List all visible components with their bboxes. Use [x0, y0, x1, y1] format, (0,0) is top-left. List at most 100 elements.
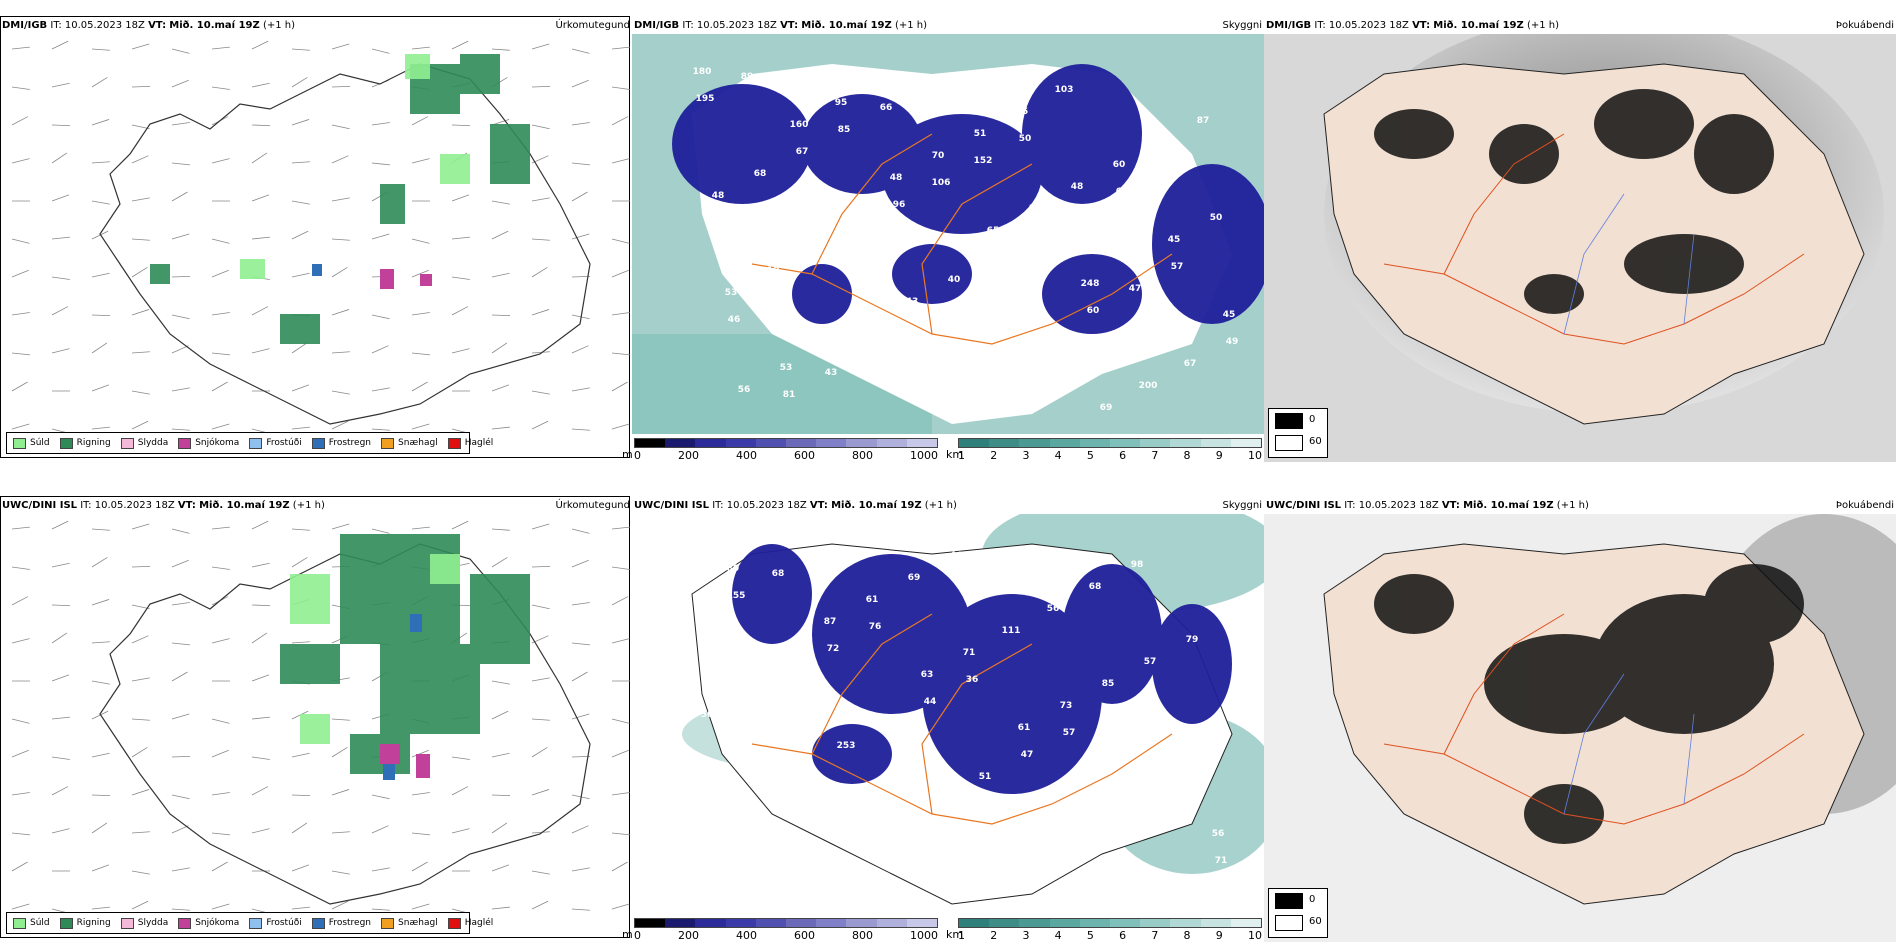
wind-barb [171, 345, 189, 354]
visibility-value-label: 108 [1225, 613, 1244, 623]
wind-barb [11, 596, 29, 606]
wind-barb [251, 306, 269, 316]
product-title: Úrkomutegund [555, 20, 630, 31]
wind-barb [531, 747, 548, 758]
visibility-value-label: 56 [701, 710, 714, 720]
wind-barb [211, 158, 230, 164]
wind-barb [411, 423, 430, 430]
visibility-value-label: 248 [1081, 279, 1100, 289]
wind-barb [571, 755, 591, 758]
visibility-value-label: 195 [696, 94, 715, 104]
wind-barb [11, 86, 30, 90]
wind-barb [291, 200, 310, 205]
wind-barb [11, 749, 29, 758]
wind-barb [571, 528, 590, 534]
wind-barb [131, 155, 149, 164]
wind-barb [451, 520, 469, 530]
wind-barb [491, 710, 509, 720]
wind-barb [291, 906, 310, 910]
panel-header: DMI/IGB IT: 10.05.2023 18Z VT: Mið. 10.m… [1266, 20, 1560, 31]
wind-barb [171, 602, 190, 606]
wind-barb [371, 825, 389, 834]
wind-barb [531, 870, 550, 875]
visibility-value-label: 85 [838, 125, 851, 135]
visibility-colorbar-km: 1 2 3 4 5 6 7 8 9 10 km [946, 438, 1262, 462]
wind-barb [611, 86, 630, 90]
wind-barb [131, 565, 151, 568]
wind-barb [331, 267, 348, 278]
wind-barb [91, 822, 108, 834]
wind-barb [371, 428, 390, 431]
fog-index-key: 0 60 [1268, 408, 1328, 458]
wind-barb [331, 155, 349, 164]
wind-barb [51, 632, 68, 644]
wind-barb [531, 309, 550, 316]
wind-barb [411, 381, 428, 392]
visibility-value-label: 95 [835, 98, 848, 108]
wind-barb [51, 276, 70, 280]
wind-barb [571, 602, 590, 606]
panel-header: UWC/DINI ISL IT: 10.05.2023 18Z VT: Mið.… [634, 500, 957, 511]
visibility-value-label: 68 [754, 169, 767, 179]
visibility-value-label: 89 [741, 72, 754, 82]
wind-barb [411, 861, 428, 872]
wind-barb [371, 794, 390, 800]
wind-barb [451, 348, 470, 354]
wind-barb [491, 342, 508, 354]
visibility-value-label: 155 [727, 591, 746, 601]
wind-barb [291, 864, 310, 872]
wind-barb [291, 641, 310, 644]
wind-barb [211, 86, 230, 90]
wind-barb [291, 528, 310, 531]
wind-barb [331, 309, 350, 316]
wind-barb [411, 269, 429, 278]
visibility-value-label: 10 [767, 266, 780, 276]
wind-barb [171, 233, 190, 240]
legend-item: Snæhagl [381, 437, 438, 449]
legend-item: Slydda [120, 437, 168, 449]
swatch-icon [59, 437, 73, 449]
swatch-icon [1275, 435, 1303, 451]
wind-barb [531, 718, 550, 721]
wind-barb [11, 566, 30, 570]
legend-item: Súld [13, 917, 50, 929]
wind-barb [91, 426, 110, 430]
fog-index-panel-uwc: UWC/DINI ISL IT: 10.05.2023 18Z VT: Mið.… [1264, 494, 1896, 942]
wind-barb [131, 870, 150, 875]
visibility-value-label: 82 [961, 372, 974, 382]
wind-barb [531, 267, 548, 278]
wind-barb [131, 238, 150, 241]
wind-barb [91, 161, 110, 164]
wind-barb [411, 116, 429, 126]
wind-barb [91, 119, 110, 126]
wind-barb [611, 269, 629, 278]
swatch-icon [381, 437, 395, 449]
visibility-value-label: 160 [790, 120, 809, 130]
legend-item: Snjókoma [178, 437, 239, 449]
wind-barb [91, 200, 110, 205]
wind-barb [91, 272, 110, 278]
wind-barb [211, 423, 230, 430]
visibility-value-label: 49 [1226, 337, 1239, 347]
wind-barb [331, 420, 349, 430]
wind-barb [211, 46, 230, 50]
wind-barb [91, 528, 110, 531]
visibility-value-label: 45 [1223, 310, 1236, 320]
map-frame [0, 496, 630, 938]
wind-barb [571, 345, 589, 354]
wind-barb [451, 786, 469, 796]
wind-barb [131, 677, 150, 682]
wind-barb [211, 381, 228, 392]
panel-header: DMI/IGB IT: 10.05.2023 18Z VT: Mið. 10.m… [2, 20, 296, 31]
wind-barb [11, 46, 30, 50]
wind-barb [91, 48, 110, 51]
wind-barb [611, 381, 628, 392]
wind-barb [51, 604, 71, 607]
wind-barb [291, 230, 309, 240]
product-title: Skyggni [1222, 500, 1262, 511]
wind-barb [371, 233, 390, 240]
visibility-value-label: 60 [1113, 160, 1126, 170]
visibility-value-label: 46 [728, 315, 741, 325]
visibility-value-label: 54 [919, 394, 932, 404]
wind-barb [531, 604, 550, 610]
